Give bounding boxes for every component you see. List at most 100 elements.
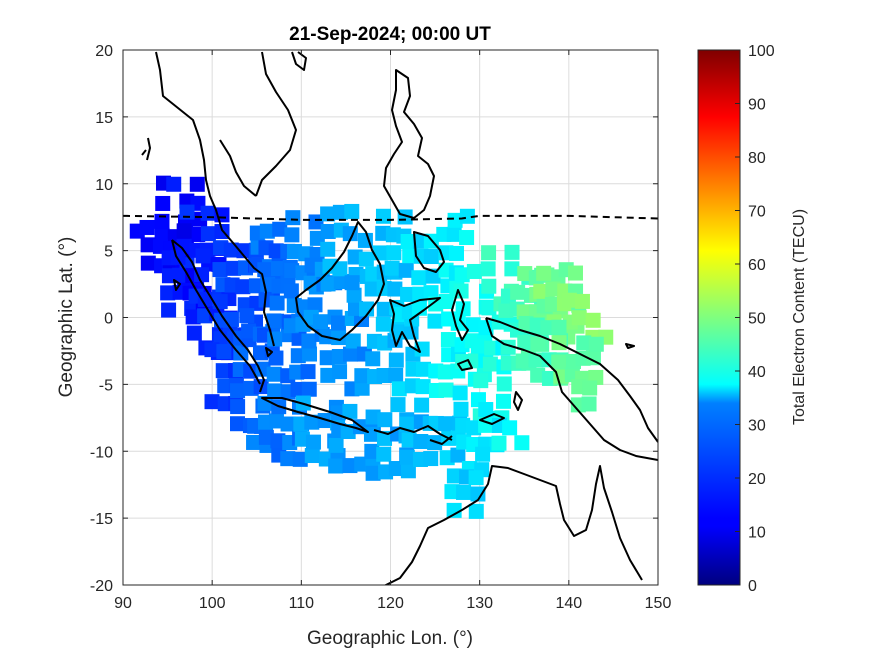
tec-cell xyxy=(344,203,360,219)
colorbar-tick-label: 30 xyxy=(748,418,766,435)
tec-cell xyxy=(176,223,192,239)
tec-cell xyxy=(267,331,283,347)
tec-cell xyxy=(283,283,299,299)
y-tick-label: 10 xyxy=(95,177,113,194)
tec-cell xyxy=(391,381,407,397)
tec-cell xyxy=(582,380,598,396)
tec-cell xyxy=(270,261,286,277)
tec-cell xyxy=(286,243,302,259)
tec-cell xyxy=(332,204,348,220)
coastlines xyxy=(141,51,658,585)
tec-cell xyxy=(466,420,482,436)
tec-cell xyxy=(320,241,336,257)
tec-cell xyxy=(423,451,439,467)
tec-cell xyxy=(365,266,381,282)
tec-cell xyxy=(223,311,239,327)
tec-cell xyxy=(270,433,286,449)
tec-cell xyxy=(388,461,404,477)
tec-cell xyxy=(268,413,284,429)
tec-cell xyxy=(427,435,443,451)
coast-mindanao xyxy=(413,231,445,273)
tec-cell xyxy=(438,382,454,398)
tec-cell xyxy=(186,325,202,341)
tec-cell xyxy=(342,346,358,362)
tec-cell xyxy=(411,270,427,286)
tec-cell xyxy=(284,227,300,243)
coast-mainland-sea xyxy=(155,51,275,347)
tec-cell xyxy=(533,283,549,299)
tec-cell xyxy=(466,263,482,279)
tec-cell xyxy=(413,434,429,450)
tec-cell xyxy=(216,344,232,360)
tec-cell xyxy=(390,397,406,413)
tec-cell xyxy=(301,333,317,349)
tec-cell xyxy=(241,323,257,339)
tec-cell xyxy=(400,233,416,249)
tec-cell xyxy=(342,458,358,474)
colorbar-label: Total Electron Content (TECU) xyxy=(791,209,808,425)
coast-borneo xyxy=(295,221,385,341)
tec-cell xyxy=(200,205,216,221)
tec-cell xyxy=(304,448,320,464)
tec-cell xyxy=(266,313,282,329)
x-tick-label: 110 xyxy=(289,595,315,612)
tec-cell xyxy=(259,223,275,239)
tec-cell xyxy=(504,261,520,277)
colorbar-tick-label: 40 xyxy=(748,364,766,381)
tec-cell xyxy=(320,367,336,383)
y-tick-label: 20 xyxy=(95,43,113,60)
tec-cell xyxy=(399,416,415,432)
tec-cell xyxy=(212,262,228,278)
tec-cell xyxy=(398,262,414,278)
coast-philippines xyxy=(383,69,435,219)
tec-cell xyxy=(365,351,381,367)
tec-cell xyxy=(354,380,370,396)
tec-cell xyxy=(298,246,314,262)
y-axis-label: Geographic Lat. (°) xyxy=(56,237,77,398)
tec-cell xyxy=(401,432,417,448)
tec-cell xyxy=(230,399,246,415)
tec-cell xyxy=(491,435,507,451)
coast-small-islands xyxy=(173,279,635,411)
tec-cell xyxy=(453,401,469,417)
tec-cell xyxy=(530,367,546,383)
tec-cell xyxy=(470,486,486,502)
tec-cell xyxy=(470,338,486,354)
x-tick-label: 90 xyxy=(114,595,132,612)
tec-cell xyxy=(516,304,532,320)
tec-cell xyxy=(235,279,251,295)
tec-cell xyxy=(284,263,300,279)
tec-cell xyxy=(161,302,177,318)
tec-cell xyxy=(204,342,220,358)
tec-cell xyxy=(475,446,491,462)
coast-halmahera xyxy=(451,289,469,341)
tec-cell xyxy=(332,261,348,277)
tec-cell xyxy=(399,449,415,465)
tec-cell xyxy=(280,451,296,467)
colorbar-tick-label: 10 xyxy=(748,525,766,542)
tec-cell xyxy=(304,414,320,430)
tec-cell xyxy=(440,332,456,348)
tec-cell xyxy=(452,385,468,401)
tec-cell xyxy=(459,208,475,224)
tec-cell xyxy=(365,465,381,481)
tec-cell xyxy=(397,209,413,225)
tec-cell xyxy=(416,361,432,377)
tec-cell xyxy=(332,364,348,380)
tec-cell xyxy=(319,350,335,366)
tec-cell xyxy=(377,412,393,428)
tec-cell xyxy=(303,275,319,291)
tec-cell xyxy=(446,502,462,518)
tec-cell xyxy=(437,364,453,380)
y-tick-label: -10 xyxy=(90,444,113,461)
tec-cell xyxy=(233,345,249,361)
colorbar-tick-label: 60 xyxy=(748,257,766,274)
tec-cell xyxy=(239,308,255,324)
tec-cell xyxy=(481,278,497,294)
tec-cell xyxy=(359,301,375,317)
tec-cell xyxy=(372,245,388,261)
colorbar-tick-label: 0 xyxy=(748,578,757,595)
tec-cell xyxy=(280,416,296,432)
tec-cell xyxy=(185,309,201,325)
x-axis: 90 100 110 120 130 140 150 xyxy=(114,50,671,612)
